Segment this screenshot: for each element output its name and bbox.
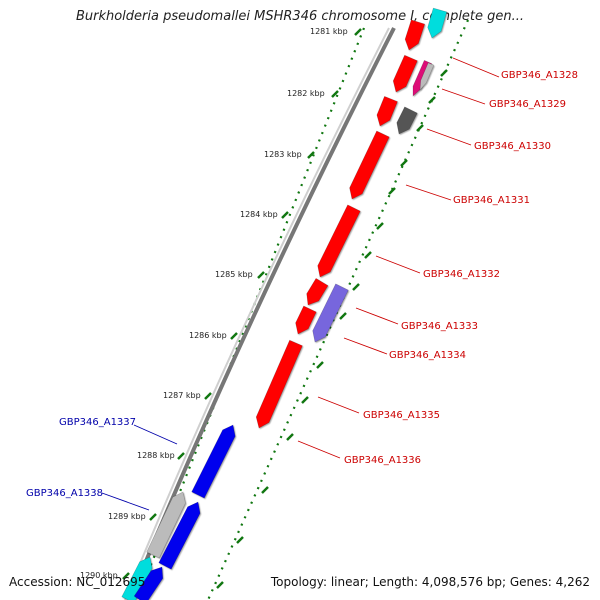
gene-arrow-forward[interactable] <box>306 277 329 306</box>
gene-arrow-other[interactable] <box>419 62 435 91</box>
gene-label-leader <box>133 424 178 445</box>
scale-tick <box>339 312 347 320</box>
scale-tick <box>149 513 157 521</box>
scale-tick <box>354 28 362 36</box>
gene-label-leader <box>355 307 399 325</box>
gene-label-leader <box>426 128 472 146</box>
scale-tick-label: 1281 kbp <box>310 27 348 36</box>
gene-label[interactable]: GBP346_A1336 <box>344 455 421 466</box>
gene-arrow-reverse[interactable] <box>158 501 201 570</box>
scale-tick <box>331 90 339 98</box>
gene-arrow-forward[interactable] <box>392 54 418 93</box>
scale-tick-label: 1290 kbp <box>80 571 118 580</box>
gene-arrow-forward[interactable] <box>295 305 317 335</box>
chromosome-backbone-highlight <box>124 27 390 600</box>
scale-tick-label: 1286 kbp <box>189 331 227 340</box>
scale-tick-label: 1285 kbp <box>215 270 253 279</box>
scale-tick <box>316 361 324 369</box>
scale-tick <box>428 96 436 104</box>
gene-arrow-forward[interactable] <box>255 339 303 429</box>
scale-tick-label: 1284 kbp <box>240 210 278 219</box>
scale-tick-label: 1283 kbp <box>264 150 302 159</box>
gene-label-leader <box>405 184 452 201</box>
gene-label-leader <box>101 492 150 511</box>
scale-tick <box>364 251 372 259</box>
scale-tick <box>257 271 265 279</box>
gene-arrow-other[interactable] <box>146 491 186 559</box>
scale-tick <box>122 572 130 580</box>
topology-summary-text: Topology: linear; Length: 4,098,576 bp; … <box>270 575 590 589</box>
gene-label[interactable]: GBP346_A1331 <box>453 195 530 206</box>
gene-label-leader <box>452 57 500 78</box>
scale-tick <box>416 124 424 132</box>
scale-tick <box>352 283 360 291</box>
scale-tick <box>286 433 294 441</box>
scale-tick-label: 1288 kbp <box>137 451 175 460</box>
gene-label[interactable]: GBP346_A1329 <box>489 99 566 110</box>
gene-label[interactable]: GBP346_A1330 <box>474 141 551 152</box>
scale-tick-label: 1289 kbp <box>108 512 146 521</box>
accession-text: Accession: NC_012695 <box>9 575 146 589</box>
gene-label-leader <box>297 440 341 459</box>
gene-label-leader <box>317 396 360 414</box>
gene-arrow-other[interactable] <box>312 283 349 343</box>
scale-tick <box>281 211 289 219</box>
scale-tick-label: 1282 kbp <box>287 89 325 98</box>
scale-tick <box>216 581 224 589</box>
gene-label[interactable]: GBP346_A1335 <box>363 410 440 421</box>
scale-tick <box>376 222 384 230</box>
gene-arrow-reverse[interactable] <box>133 566 164 600</box>
gene-arrow-forward[interactable] <box>404 19 426 51</box>
scale-tick <box>440 69 448 77</box>
gene-label[interactable]: GBP346_A1338 <box>26 488 103 499</box>
gene-label[interactable]: GBP346_A1328 <box>501 70 578 81</box>
gene-arrow-forward[interactable] <box>376 96 398 127</box>
scale-tick <box>177 452 185 460</box>
scale-tick-label: 1287 kbp <box>163 391 201 400</box>
scale-tick <box>400 159 408 167</box>
scale-tick <box>204 392 212 400</box>
gene-label-leader <box>441 88 486 105</box>
gene-arrow-reverse[interactable] <box>191 424 236 499</box>
gene-label-leader <box>375 255 421 274</box>
scale-line-right <box>206 19 470 600</box>
scale-tick <box>261 486 269 494</box>
gene-arrow-forward[interactable] <box>349 130 390 200</box>
gene-label[interactable]: GBP346_A1333 <box>401 321 478 332</box>
scale-tick <box>307 151 315 159</box>
scale-tick <box>388 187 396 195</box>
gene-arrow-other[interactable] <box>427 7 448 39</box>
gene-label[interactable]: GBP346_A1334 <box>389 350 466 361</box>
gene-label[interactable]: GBP346_A1337 <box>59 417 136 428</box>
scale-tick <box>230 332 238 340</box>
scale-tick <box>301 396 309 404</box>
gene-arrow-other[interactable] <box>396 106 418 135</box>
gene-label-leader <box>343 337 388 355</box>
gene-arrow-forward[interactable] <box>317 204 361 278</box>
scale-tick <box>236 536 244 544</box>
gene-label[interactable]: GBP346_A1332 <box>423 269 500 280</box>
